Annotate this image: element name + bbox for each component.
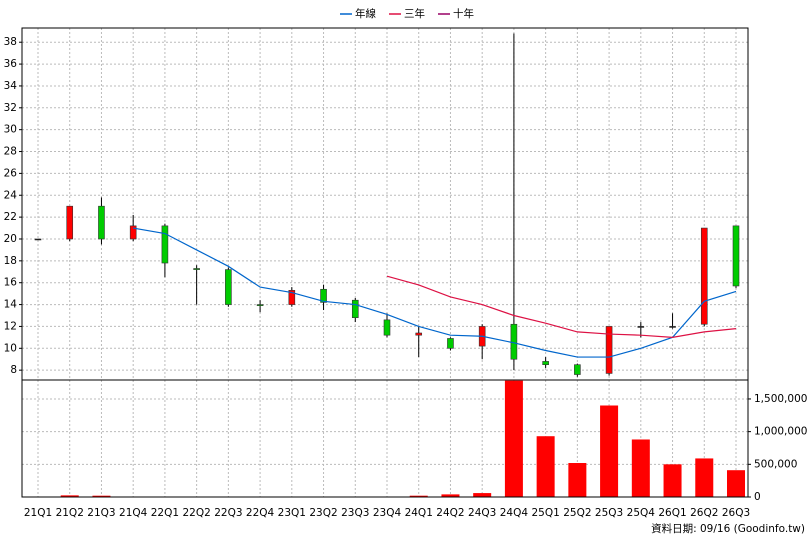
x-tick-label: 23Q1 <box>278 507 306 519</box>
candle-body <box>510 323 518 360</box>
y2-tick-label: 500,000 <box>754 458 797 470</box>
volume-bar <box>60 495 79 497</box>
volume-bar <box>631 439 650 497</box>
volume-bar <box>568 463 587 497</box>
legend-label: 三年 <box>404 7 425 20</box>
x-tick-label: 26Q1 <box>658 507 686 519</box>
x-tick-label: 22Q4 <box>246 507 275 519</box>
y-tick-label: 8 <box>10 364 17 376</box>
y-tick-label: 18 <box>4 255 17 267</box>
x-tick-label: 21Q4 <box>119 507 148 519</box>
line-series <box>386 275 737 338</box>
candle-body <box>605 326 613 374</box>
y-tick-label: 32 <box>4 102 17 114</box>
y-tick-label: 20 <box>4 233 17 245</box>
candle-body <box>161 225 169 264</box>
x-tick-label: 21Q3 <box>87 507 115 519</box>
x-tick-label: 25Q4 <box>627 507 656 519</box>
y-tick-label: 24 <box>4 189 18 201</box>
volume-bar <box>727 470 745 497</box>
volume-bar <box>409 495 428 497</box>
x-tick-label: 24Q3 <box>468 507 496 519</box>
plot-frame <box>21 27 749 498</box>
y-tick-label: 12 <box>4 320 17 332</box>
line-series <box>133 227 737 358</box>
footer: 資料日期: 09/16 (Goodinfo.tw) <box>651 522 805 535</box>
y2-tick-label: 1,500,000 <box>754 393 807 405</box>
legend-label: 十年 <box>453 7 474 20</box>
candle-body <box>351 299 359 318</box>
candle-body <box>637 326 645 328</box>
candle-body <box>574 364 581 375</box>
candle-body <box>542 361 549 365</box>
candle-body <box>193 268 200 270</box>
candle-body <box>288 290 296 305</box>
y-tick-label: 26 <box>4 167 18 179</box>
volume-bar <box>536 436 555 497</box>
volume-bar <box>473 493 492 497</box>
x-tick-label: 21Q2 <box>56 507 84 519</box>
candle-body <box>225 269 232 305</box>
x-tick-label: 22Q1 <box>151 507 179 519</box>
x-tick-label: 21Q1 <box>24 507 52 519</box>
candle-body <box>669 326 676 328</box>
volume-bar <box>92 495 111 497</box>
candle-body <box>34 238 42 241</box>
y-tick-label: 30 <box>4 124 17 136</box>
candle-body <box>66 205 74 240</box>
x-tick-label: 26Q3 <box>722 507 750 519</box>
y-tick-label: 14 <box>4 299 18 311</box>
x-tick-label: 24Q4 <box>500 507 529 519</box>
y-tick-label: 10 <box>4 342 17 354</box>
candle-body <box>415 332 423 336</box>
candle-body <box>256 304 264 306</box>
candle-body <box>383 319 391 336</box>
y2-tick-label: 0 <box>754 491 761 503</box>
volume-bar <box>663 464 682 497</box>
y-tick-label: 38 <box>4 36 17 48</box>
legend-label: 年線 <box>355 7 376 20</box>
volume-bar <box>695 458 714 497</box>
x-tick-label: 24Q2 <box>436 507 464 519</box>
y2-tick-label: 1,000,000 <box>754 426 807 438</box>
candle-body <box>129 225 137 240</box>
candle-body <box>98 205 105 240</box>
x-tick-label: 23Q2 <box>309 507 337 519</box>
y-tick-label: 36 <box>4 58 18 70</box>
candle-body <box>447 338 454 349</box>
x-tick-label: 23Q3 <box>341 507 369 519</box>
y-tick-label: 34 <box>4 80 18 92</box>
candle-body <box>700 227 708 325</box>
y-tick-label: 22 <box>4 211 17 223</box>
y-tick-label: 16 <box>4 277 18 289</box>
x-tick-label: 22Q3 <box>214 507 242 519</box>
y-tick-label: 28 <box>4 146 17 158</box>
candle-body <box>320 288 327 303</box>
x-tick-label: 25Q3 <box>595 507 623 519</box>
volume-bar <box>504 380 523 497</box>
x-tick-label: 23Q4 <box>373 507 402 519</box>
volume-bar <box>600 405 619 497</box>
x-tick-label: 24Q1 <box>405 507 433 519</box>
x-tick-label: 26Q2 <box>690 507 718 519</box>
candle-body <box>732 225 740 287</box>
x-tick-label: 25Q2 <box>563 507 591 519</box>
volume-bar <box>441 494 460 497</box>
x-tick-label: 22Q2 <box>182 507 210 519</box>
x-tick-label: 25Q1 <box>531 507 559 519</box>
